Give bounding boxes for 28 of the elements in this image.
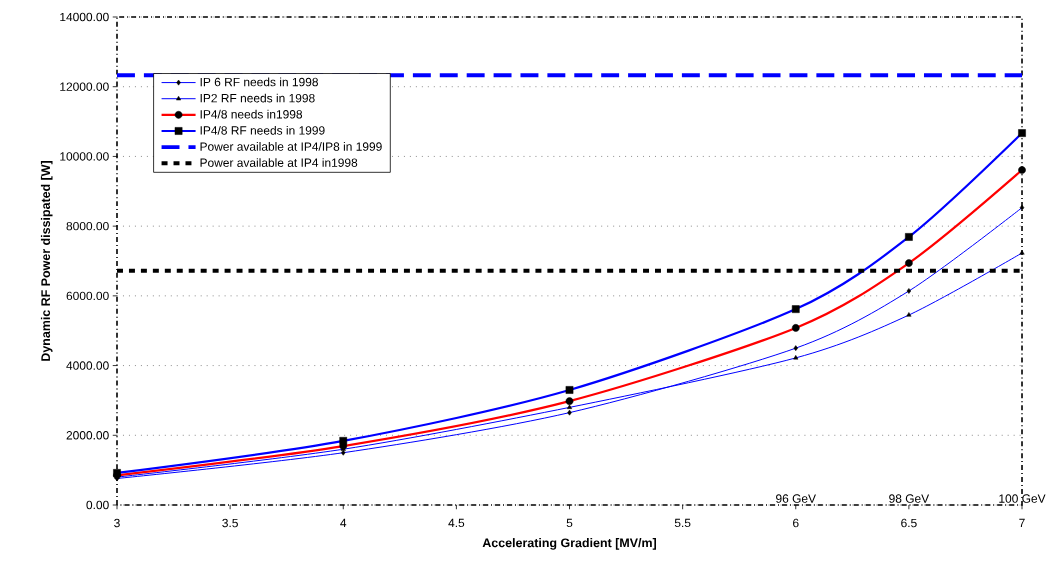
annotation: 98 GeV (889, 494, 930, 503)
y-tick-label: 0.00 (86, 500, 109, 510)
y-tick-label: 10000.00 (60, 152, 109, 161)
annotation: 100 GeV (999, 494, 1046, 503)
y-axis-title: Dynamic RF Power dissipated [W] (40, 161, 53, 361)
annotation: 96 GeV (776, 494, 816, 503)
x-tick-label: 6 (793, 518, 799, 528)
y-tick-label: 12000.00 (60, 82, 109, 91)
legend-label: Power available at IP4 in1998 (200, 158, 358, 167)
legend-label: IP2 RF needs in 1998 (200, 93, 315, 103)
x-tick-label: 3.5 (222, 518, 238, 528)
legend-label: Power available at IP4/IP8 in 1999 (200, 142, 382, 151)
x-tick-label: 5 (566, 518, 573, 528)
legend-label: IP4/8 needs in1998 (200, 109, 303, 119)
x-tick-label: 4 (340, 518, 347, 527)
y-tick-label: 2000.00 (66, 431, 109, 440)
y-tick-label: 6000.00 (66, 291, 109, 301)
x-tick-label: 6.5 (901, 518, 917, 528)
y-tick-label: 8000.00 (66, 221, 109, 231)
y-tick-label: 4000.00 (66, 361, 109, 370)
x-axis-title: Accelerating Gradient [MV/m] (482, 538, 656, 550)
x-tick-label: 7 (1019, 518, 1025, 527)
legend-label: IP 6 RF needs in 1998 (200, 77, 318, 87)
y-tick-label: 14000.00 (60, 12, 109, 22)
legend-label: IP4/8 RF needs in 1999 (200, 125, 325, 135)
x-tick-label: 4.5 (448, 518, 465, 528)
x-tick-label: 3 (114, 518, 120, 528)
x-tick-label: 5.5 (674, 518, 691, 528)
